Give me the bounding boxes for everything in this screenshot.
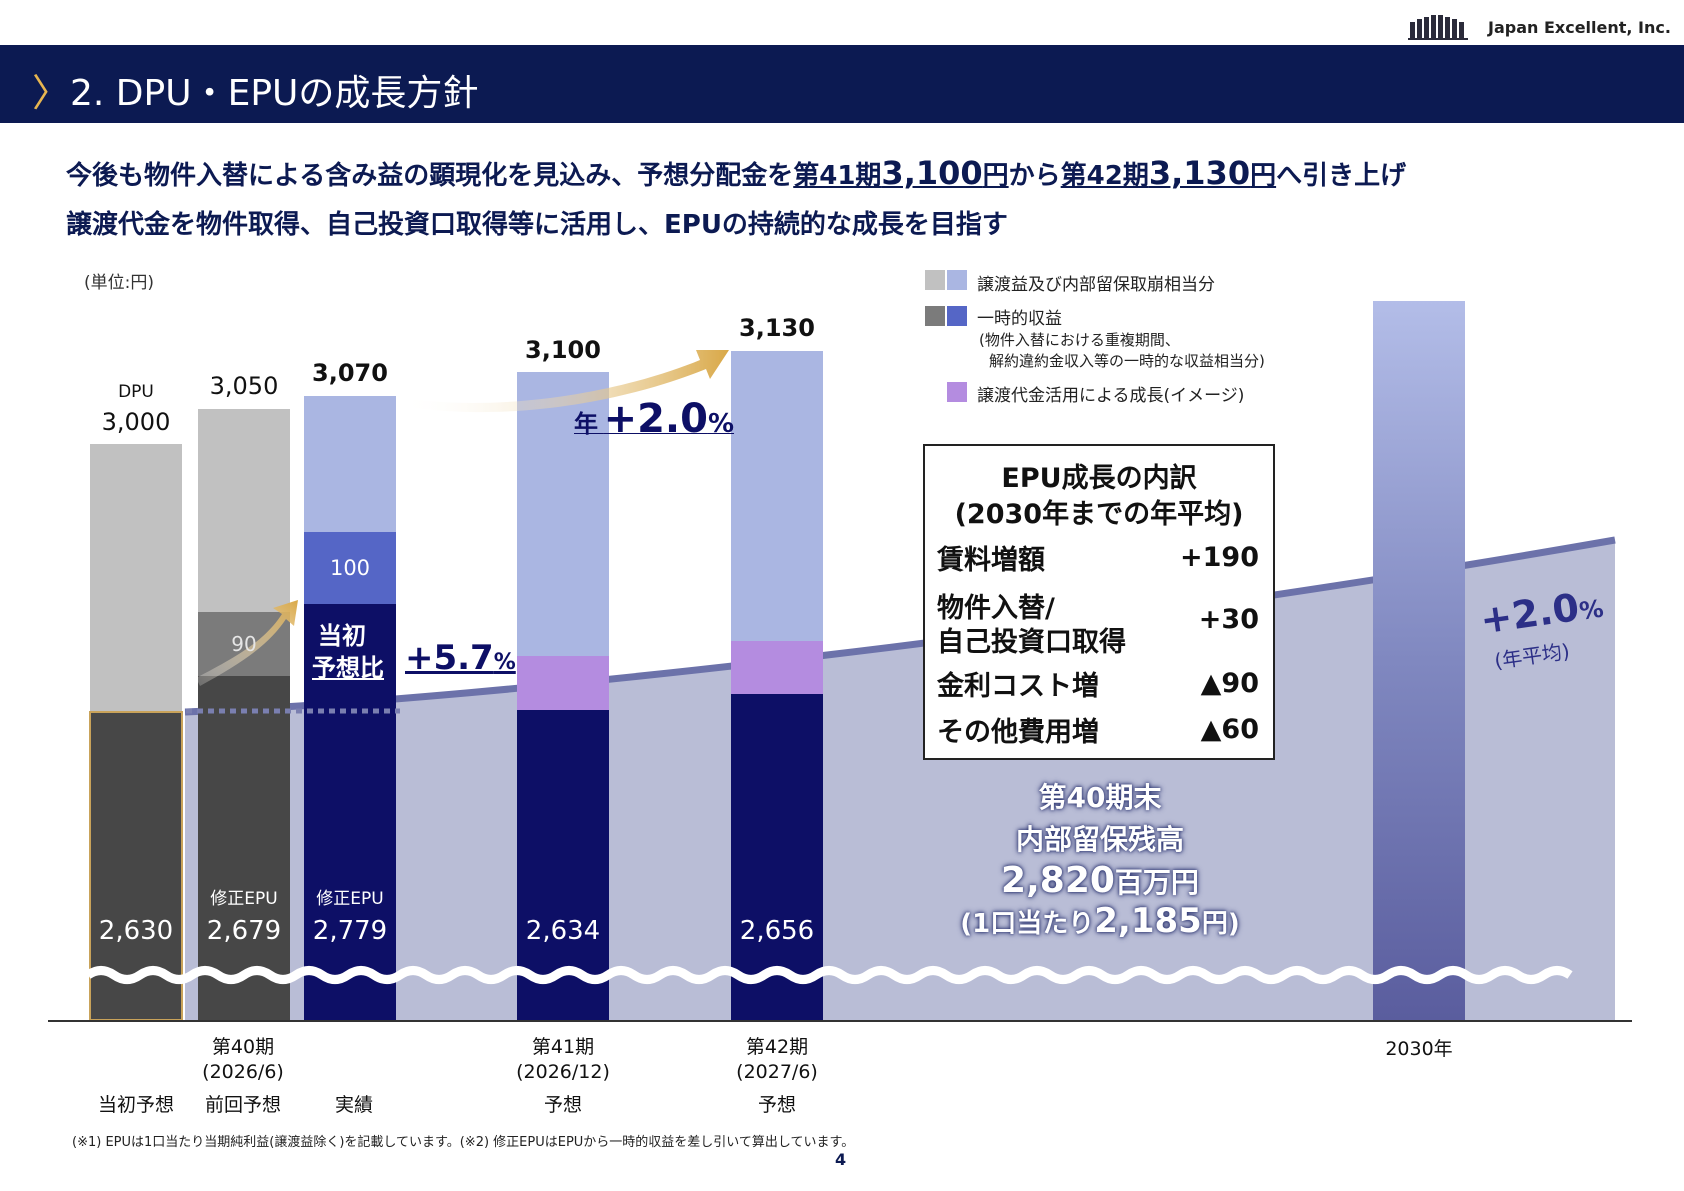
legend-growth: 譲渡代金活用による成長(イメージ) [977, 386, 1245, 406]
cat-p40-date: (2026/6) [202, 1061, 284, 1083]
legend-gain: 譲渡益及び内部留保取崩相当分 [977, 275, 1215, 295]
breakdown-title-1: EPU成長の内訳 [1001, 463, 1197, 494]
company-name: Japan Excellent, Inc. [1488, 18, 1671, 37]
cat-2030: 2030年 [1385, 1038, 1453, 1060]
bar-p42-growth [731, 641, 823, 694]
bar-p41-gain [517, 372, 609, 656]
breakdown-row-label-2: 自己投資口取得 [937, 627, 1126, 658]
cat-p41: 第41期 [531, 1036, 595, 1058]
unit-label: (単位:円) [84, 273, 154, 293]
total-initial: 3,000 [101, 408, 171, 436]
total-p42: 3,130 [739, 314, 815, 342]
rev-epu-label-previous: 修正EPU [210, 889, 278, 909]
lead-line-1: 今後も物件入替による含み益の顕現化を見込み、予想分配金を第41期3,100円から… [66, 154, 1407, 192]
epu-actual: 2,779 [312, 916, 388, 946]
footnote: (※1) EPUは1口当たり当期純利益(譲渡益除く)を記載しています。(※2) … [72, 1135, 855, 1150]
bar-p41-growth [517, 656, 609, 710]
retained-line-1: 第40期末 [1038, 781, 1162, 814]
arrow-previous-to-actual [196, 600, 298, 686]
total-actual: 3,070 [312, 359, 388, 387]
vs-initial-label-2: 予想比 [312, 654, 384, 682]
retained-per-unit: (1口当たり2,185円) [960, 901, 1240, 941]
axis-break-wave [85, 966, 1573, 984]
retained-line-2: 内部留保残高 [1015, 823, 1184, 856]
bar-p42-gain [731, 351, 823, 641]
breakdown-row-label: 賃料増額 [937, 545, 1045, 576]
cat-p42: 第42期 [745, 1036, 809, 1058]
epu-initial: 2,630 [98, 916, 174, 946]
cat-initial: 当初予想 [97, 1094, 174, 1116]
header-bar [0, 45, 1684, 123]
retained-earnings-note: 第40期末 内部留保残高 2,820百万円 (1口当たり2,185円) [930, 776, 1270, 941]
cat-actual: 実績 [334, 1094, 373, 1116]
arrow-actual-to-p42 [400, 350, 729, 413]
epu-p42: 2,656 [739, 916, 815, 946]
bar-actual-epu [304, 604, 396, 1020]
breakdown-row-value: ▲60 [1200, 714, 1259, 745]
rev-epu-label-actual: 修正EPU [316, 889, 384, 909]
legend-temp-note-1: (物件入替における重複期間、 [979, 331, 1180, 349]
page-number: 4 [835, 1150, 847, 1169]
bar-actual-gain [304, 396, 396, 532]
company-logo [1408, 14, 1472, 40]
legend-swatch-blue-mid [947, 306, 967, 326]
vs-initial-value: +5.7% [405, 638, 516, 678]
cat-p41-date: (2026/12) [516, 1061, 610, 1083]
legend-swatch-purple [947, 382, 967, 402]
legend-swatch-gray-mid [925, 306, 945, 326]
breakdown-row-value: +190 [1180, 542, 1259, 573]
chevron-right-icon: 〉 [32, 71, 71, 115]
epu-breakdown-box: EPU成長の内訳 (2030年までの年平均) 賃料増額 +190 物件入替/ 自… [923, 444, 1275, 760]
temp-previous: 90 [231, 632, 257, 656]
bar-2030 [1373, 301, 1465, 1020]
temp-actual: 100 [329, 556, 371, 580]
bar-initial-dpu-remainder [90, 444, 182, 712]
cat-p42-forecast: 予想 [757, 1094, 796, 1116]
cat-previous: 前回予想 [204, 1094, 281, 1116]
breakdown-row-value: +30 [1198, 604, 1259, 635]
cat-p40: 第40期 [211, 1036, 275, 1058]
cat-p42-date: (2027/6) [736, 1061, 818, 1083]
lead-line-2: 譲渡代金を物件取得、自己投資口取得等に活用し、EPUの持続的な成長を目指す [66, 210, 1008, 240]
breakdown-row-value: ▲90 [1200, 668, 1259, 699]
total-p41: 3,100 [525, 336, 601, 364]
vs-initial-label-1: 当初 [318, 622, 366, 650]
epu-previous: 2,679 [206, 916, 282, 946]
breakdown-row-label: その他費用増 [937, 717, 1099, 748]
bar-previous-temp [198, 612, 290, 676]
legend-temp: 一時的収益 [977, 309, 1062, 329]
bar-previous-epu [198, 676, 290, 1020]
total-previous: 3,050 [209, 372, 279, 400]
dpu-label: DPU [118, 382, 154, 402]
retained-amount: 2,820百万円 [1001, 860, 1199, 901]
epu-p41: 2,634 [525, 916, 601, 946]
breakdown-row-label: 物件入替/ [937, 593, 1055, 624]
legend-swatch-gray-light [925, 270, 945, 290]
legend-temp-note-2: 解約違約金収入等の一時的な収益相当分) [989, 352, 1265, 370]
cat-p41-forecast: 予想 [543, 1094, 582, 1116]
breakdown-title-2: (2030年までの年平均) [954, 499, 1244, 530]
bar-previous-gain [198, 409, 290, 612]
legend-swatch-blue-light [947, 270, 967, 290]
bar-actual-temp [304, 532, 396, 604]
breakdown-row-label: 金利コスト増 [937, 671, 1099, 702]
page-title: 2. DPU・EPUの成長方針 [70, 73, 479, 114]
annual-growth-label: 年 +2.0% [574, 396, 735, 442]
bar-p42-epu [731, 694, 823, 1020]
